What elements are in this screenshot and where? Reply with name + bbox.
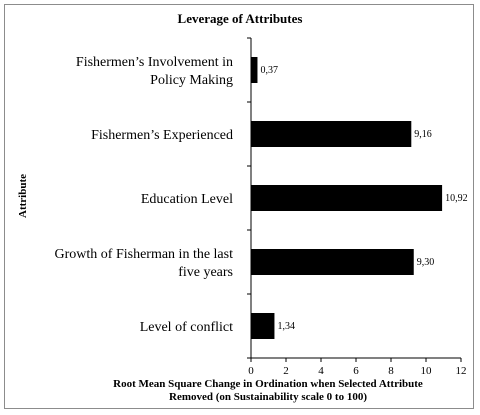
- bar-value-label: 9,16: [414, 129, 432, 140]
- category-label: Fishermen’s Experienced: [91, 128, 233, 143]
- category-label: Growth of Fisherman in the last five year…: [55, 247, 234, 280]
- y-axis-title: Attribute: [17, 174, 29, 218]
- x-tick-label: 4: [318, 365, 324, 377]
- bar: [251, 185, 443, 211]
- bar-value-label: 9,30: [417, 257, 435, 268]
- x-axis-title-line-2: Removed (on Sustainability scale 0 to 10…: [169, 391, 367, 403]
- bar: [251, 121, 412, 147]
- bar-value-label: 0,37: [260, 65, 278, 76]
- bar: [251, 57, 258, 83]
- chart-title: Leverage of Attributes: [178, 11, 303, 26]
- x-tick-label: 2: [283, 365, 289, 377]
- category-label: Level of conflict: [140, 320, 233, 335]
- x-tick-label: 10: [421, 365, 433, 377]
- bar-value-label: 1,34: [277, 321, 295, 332]
- category-label: Fishermen’s Involvement in Policy Making: [76, 55, 233, 88]
- plot-area: 0 2 4 6 8 10 12 0,37 Fishermen’s Involvement in P…: [55, 37, 468, 377]
- category-label: Education Level: [141, 192, 233, 207]
- x-tick-label: 6: [353, 365, 359, 377]
- x-tick-label: 0: [248, 365, 254, 377]
- x-axis-title-line-1: Root Mean Square Change in Ordination wh…: [113, 378, 423, 390]
- x-tick-label: 12: [456, 365, 467, 377]
- bar: [251, 313, 275, 339]
- x-tick-label: 8: [388, 365, 394, 377]
- bar-value-label: 10,92: [445, 193, 468, 204]
- bar: [251, 249, 414, 275]
